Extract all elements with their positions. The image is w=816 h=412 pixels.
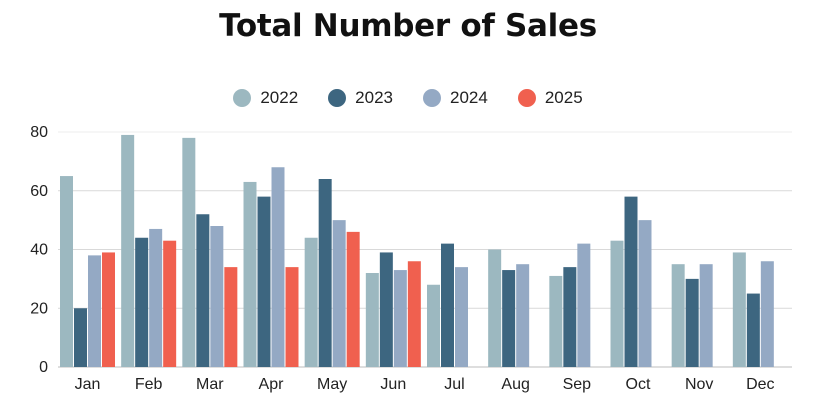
legend-item-2025: 2025 xyxy=(517,88,583,108)
bar-2024-feb xyxy=(149,228,163,367)
legend-item-2022: 2022 xyxy=(233,88,298,108)
x-tick-label: Jun xyxy=(380,376,406,393)
bar-2024-sep xyxy=(577,243,591,367)
y-tick-label: 0 xyxy=(39,359,48,376)
bar-2023-feb xyxy=(135,237,149,367)
bar-2023-jan xyxy=(74,308,87,367)
bar-2024-may xyxy=(332,220,346,367)
legend-item-2024: 2024 xyxy=(423,88,488,108)
x-tick-label: Sep xyxy=(563,376,592,393)
x-tick-label: Feb xyxy=(135,376,163,393)
legend-item-2023: 2023 xyxy=(328,88,393,108)
bar-2022-oct xyxy=(610,240,624,367)
bar-2022-apr xyxy=(243,181,257,367)
y-tick-label: 80 xyxy=(30,124,48,141)
bar-2025-mar xyxy=(224,267,238,367)
bar-2022-feb xyxy=(121,134,135,367)
bar-2024-mar xyxy=(210,226,224,367)
legend-swatch xyxy=(423,89,441,107)
bar-2022-nov xyxy=(671,264,685,367)
bar-2023-apr xyxy=(257,196,271,367)
legend-label: 2022 xyxy=(260,88,299,107)
bar-2025-may xyxy=(346,231,360,367)
x-tick-label: Mar xyxy=(196,376,224,393)
bar-2024-dec xyxy=(760,261,774,367)
bar-2025-jun xyxy=(407,261,421,367)
legend-swatch xyxy=(233,89,252,107)
legend-swatch xyxy=(328,89,347,107)
x-tick-label: Nov xyxy=(685,376,713,393)
x-tick-label: Jan xyxy=(75,376,101,393)
bar-2022-jun xyxy=(365,273,379,367)
bar-2024-nov xyxy=(699,264,713,367)
bar-2022-aug xyxy=(488,249,502,367)
bar-2023-dec xyxy=(746,293,760,367)
bar-2024-oct xyxy=(638,220,652,367)
axes: 0 20 40 60 80 Jan Feb Mar Apr May Jun Jul Aug Sep Oct N… xyxy=(30,124,774,393)
bar-2024-jun xyxy=(393,270,407,367)
bar-2024-jan xyxy=(88,255,101,367)
bar-2025-jan xyxy=(102,252,115,367)
bar-2024-apr xyxy=(271,167,285,367)
legend-label: 2025 xyxy=(544,88,583,107)
bar-2023-jul xyxy=(441,243,454,367)
y-tick-label: 20 xyxy=(30,300,48,317)
bar-2022-dec xyxy=(732,252,746,367)
x-tick-label: Apr xyxy=(259,376,285,393)
bar-2023-may xyxy=(318,179,332,367)
x-tick-label: Aug xyxy=(501,376,529,393)
legend-label: 2024 xyxy=(450,88,488,107)
bar-2022-sep xyxy=(549,275,563,367)
x-tick-label: May xyxy=(317,376,347,393)
bar-2023-oct xyxy=(624,196,638,367)
bar-2022-jan xyxy=(60,176,73,367)
y-tick-label: 60 xyxy=(30,183,48,200)
bar-2024-jul xyxy=(455,267,468,367)
bar-2023-jun xyxy=(379,252,393,367)
bar-2023-mar xyxy=(196,214,210,367)
bar-2023-nov xyxy=(685,278,699,367)
bar-2024-aug xyxy=(516,264,530,367)
bar-2025-feb xyxy=(163,240,177,367)
legend-label: 2023 xyxy=(355,88,393,107)
bar-2023-sep xyxy=(563,267,577,367)
x-tick-label: Oct xyxy=(626,376,651,393)
chart-title: Total Number of Sales xyxy=(219,8,597,44)
bar-2025-apr xyxy=(285,267,299,367)
y-tick-label: 40 xyxy=(30,242,48,259)
legend-swatch xyxy=(517,89,536,107)
bar-2022-jul xyxy=(427,284,440,367)
bar-2022-mar xyxy=(182,137,196,367)
gridlines xyxy=(58,131,792,368)
bars xyxy=(60,134,774,367)
x-tick-label: Dec xyxy=(746,376,774,393)
x-tick-label: Jul xyxy=(444,376,464,393)
bar-2022-may xyxy=(304,237,318,367)
bar-2023-aug xyxy=(502,270,516,367)
legend: 2022 2023 2024 2025 xyxy=(0,88,816,108)
